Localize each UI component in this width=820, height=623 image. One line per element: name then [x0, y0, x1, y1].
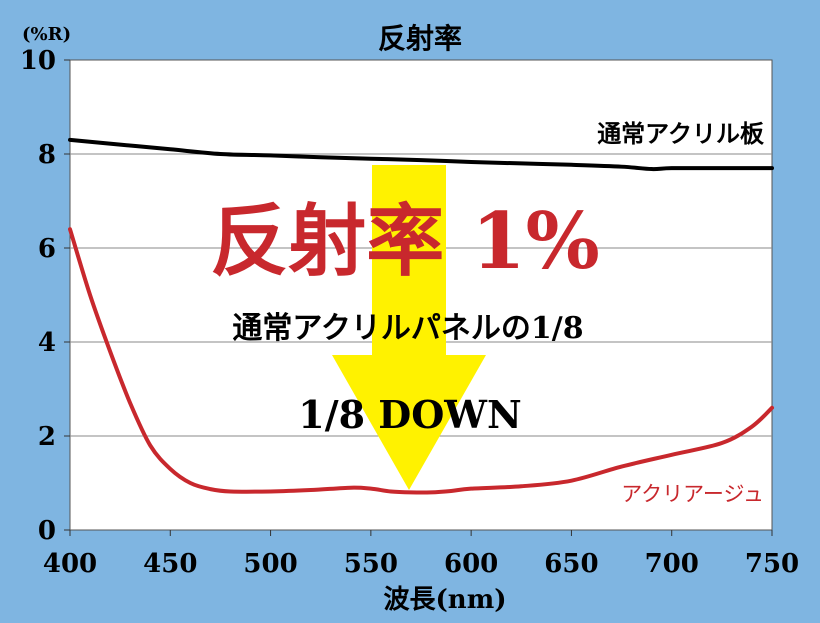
x-axis-label: 波長(nm) — [383, 585, 506, 615]
x-tick-label-6: 700 — [645, 549, 699, 579]
chart-title: 反射率 — [378, 22, 462, 55]
series-line-1 — [68, 227, 774, 495]
y-axis-unit-label: (%R) — [22, 24, 71, 45]
series-line-0 — [68, 137, 774, 172]
y-tick-label-0: 0 — [38, 516, 56, 546]
x-tick-label-5: 650 — [544, 549, 598, 579]
series-label-acryage: アクリアージュ — [621, 483, 764, 506]
x-tick-label-0: 400 — [43, 549, 97, 579]
x-tick-label-3: 550 — [344, 549, 398, 579]
x-tick-label-1: 450 — [143, 549, 197, 579]
x-tick-label-2: 500 — [243, 549, 297, 579]
x-tick-label-7: 750 — [745, 549, 799, 579]
down-arrow — [332, 165, 486, 490]
y-tick-label-5: 10 — [20, 46, 56, 76]
y-tick-label-2: 4 — [38, 328, 56, 358]
series-label-normal-acrylic: 通常アクリル板 — [597, 119, 765, 148]
annotation-down: 1/8 DOWN — [298, 392, 521, 437]
y-tick-label-3: 6 — [38, 234, 56, 264]
y-tick-labels: 0 2 4 6 8 10 — [20, 46, 56, 546]
x-tick-label-4: 600 — [444, 549, 498, 579]
y-tick-label-1: 2 — [38, 422, 56, 452]
x-tick-labels: 400 450 500 550 600 650 700 750 — [43, 549, 799, 579]
annotation-reflectance-1pct: 反射率 1% — [210, 196, 600, 287]
series-lines — [68, 137, 774, 495]
y-tick-label-4: 8 — [38, 140, 56, 170]
annotation-one-eighth: 通常アクリルパネルの1/8 — [232, 311, 583, 346]
